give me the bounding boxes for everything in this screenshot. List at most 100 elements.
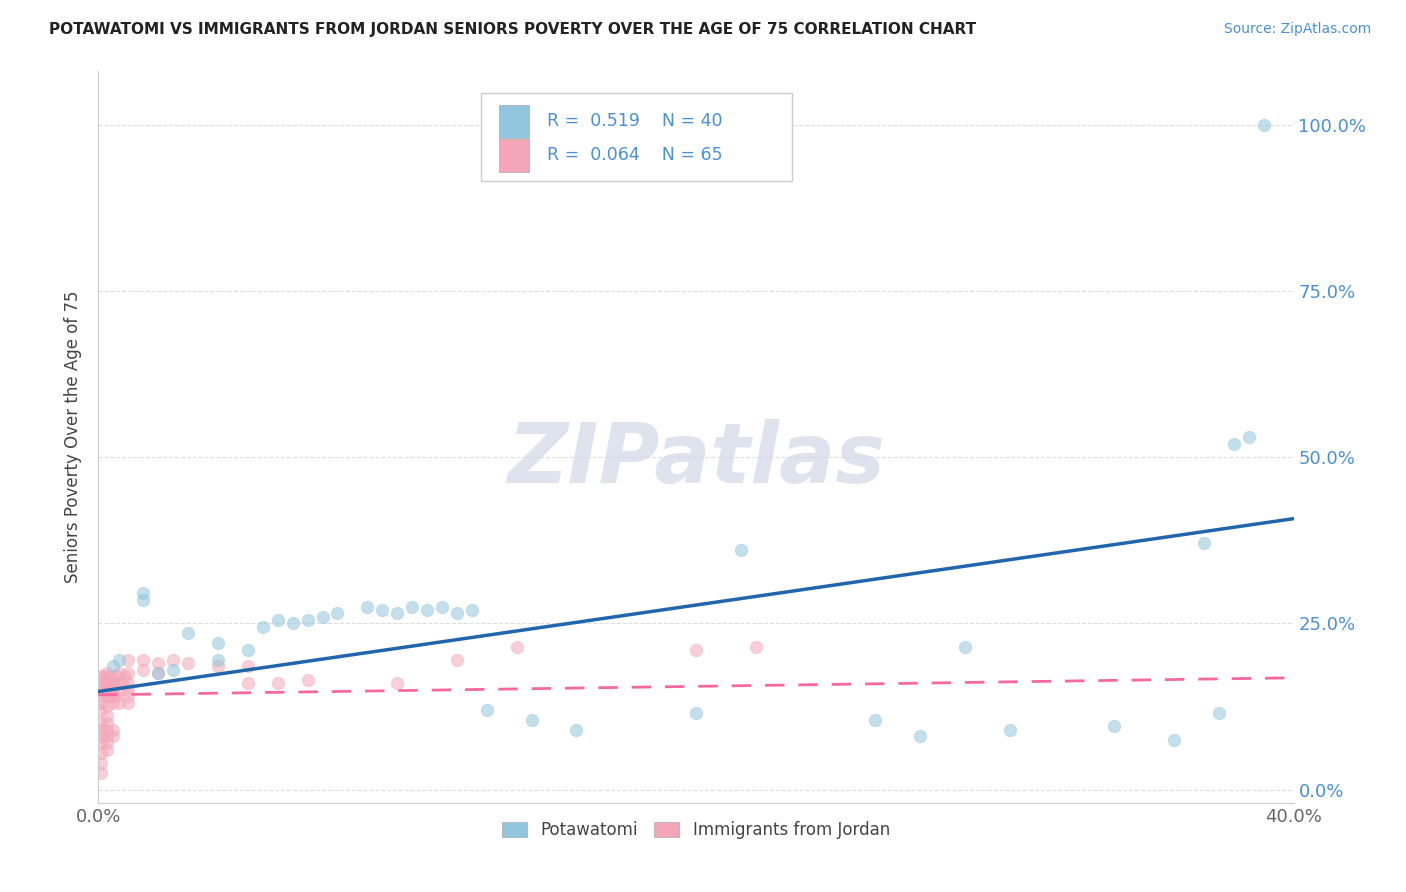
Text: Source: ZipAtlas.com: Source: ZipAtlas.com — [1223, 22, 1371, 37]
Point — [745, 640, 768, 654]
Text: R =  0.519    N = 40: R = 0.519 N = 40 — [547, 112, 723, 130]
Point — [90, 696, 112, 710]
Point — [730, 543, 752, 558]
Point — [96, 666, 118, 681]
Point — [267, 613, 290, 627]
Point — [297, 673, 319, 687]
Point — [297, 613, 319, 627]
Point — [953, 640, 976, 654]
Y-axis label: Seniors Poverty Over the Age of 75: Seniors Poverty Over the Age of 75 — [63, 291, 82, 583]
Point — [96, 736, 118, 750]
Point — [132, 586, 155, 600]
Point — [148, 666, 170, 681]
Point — [96, 676, 118, 690]
Point — [96, 673, 118, 687]
Point — [685, 643, 707, 657]
Point — [236, 676, 259, 690]
Point — [111, 676, 134, 690]
Point — [96, 716, 118, 731]
Point — [148, 666, 170, 681]
Point — [96, 729, 118, 743]
Point — [90, 736, 112, 750]
FancyBboxPatch shape — [499, 139, 529, 172]
Point — [162, 663, 184, 677]
Point — [90, 729, 112, 743]
Point — [90, 746, 112, 760]
Text: POTAWATOMI VS IMMIGRANTS FROM JORDAN SENIORS POVERTY OVER THE AGE OF 75 CORRELAT: POTAWATOMI VS IMMIGRANTS FROM JORDAN SEN… — [49, 22, 976, 37]
Point — [446, 653, 468, 667]
Point — [117, 696, 139, 710]
Point — [98, 682, 122, 697]
Point — [103, 690, 125, 704]
Point — [1223, 436, 1246, 450]
Point — [461, 603, 484, 617]
Point — [430, 599, 453, 614]
Point — [1237, 430, 1260, 444]
Point — [103, 676, 125, 690]
Point — [117, 676, 139, 690]
Point — [117, 666, 139, 681]
Point — [117, 682, 139, 697]
Point — [103, 696, 125, 710]
Point — [177, 656, 200, 670]
Point — [908, 729, 931, 743]
Point — [90, 690, 112, 704]
Point — [132, 663, 155, 677]
Point — [401, 599, 423, 614]
Point — [177, 626, 200, 640]
Point — [416, 603, 439, 617]
Point — [475, 703, 498, 717]
Point — [90, 703, 112, 717]
Point — [148, 656, 170, 670]
Point — [103, 723, 125, 737]
Point — [281, 616, 304, 631]
Point — [93, 682, 115, 697]
Point — [385, 607, 409, 621]
Point — [1208, 706, 1230, 720]
Point — [252, 619, 274, 633]
Text: ZIPatlas: ZIPatlas — [508, 418, 884, 500]
Point — [311, 609, 333, 624]
Point — [446, 607, 468, 621]
Point — [207, 653, 229, 667]
Point — [132, 653, 155, 667]
Point — [93, 676, 115, 690]
Point — [506, 640, 529, 654]
Point — [371, 603, 394, 617]
Point — [114, 669, 136, 683]
Point — [90, 716, 112, 731]
Point — [96, 742, 118, 756]
Point — [105, 669, 128, 683]
Point — [385, 676, 409, 690]
Point — [108, 653, 131, 667]
Point — [103, 680, 125, 694]
FancyBboxPatch shape — [499, 104, 529, 137]
Point — [108, 696, 131, 710]
Point — [356, 599, 378, 614]
Point — [96, 690, 118, 704]
Point — [1163, 732, 1185, 747]
Point — [117, 690, 139, 704]
Point — [236, 659, 259, 673]
Point — [685, 706, 707, 720]
Point — [103, 659, 125, 673]
FancyBboxPatch shape — [481, 94, 792, 181]
Point — [998, 723, 1021, 737]
Point — [267, 676, 290, 690]
Point — [326, 607, 349, 621]
Point — [565, 723, 588, 737]
Point — [103, 729, 125, 743]
Point — [96, 709, 118, 723]
Point — [90, 680, 112, 694]
Point — [96, 723, 118, 737]
Point — [96, 680, 118, 694]
Point — [98, 669, 122, 683]
Point — [520, 713, 543, 727]
Point — [1192, 536, 1215, 550]
Point — [96, 699, 118, 714]
Point — [108, 682, 131, 697]
Point — [105, 690, 128, 704]
Text: R =  0.064    N = 65: R = 0.064 N = 65 — [547, 146, 723, 164]
Point — [90, 669, 112, 683]
Point — [236, 643, 259, 657]
